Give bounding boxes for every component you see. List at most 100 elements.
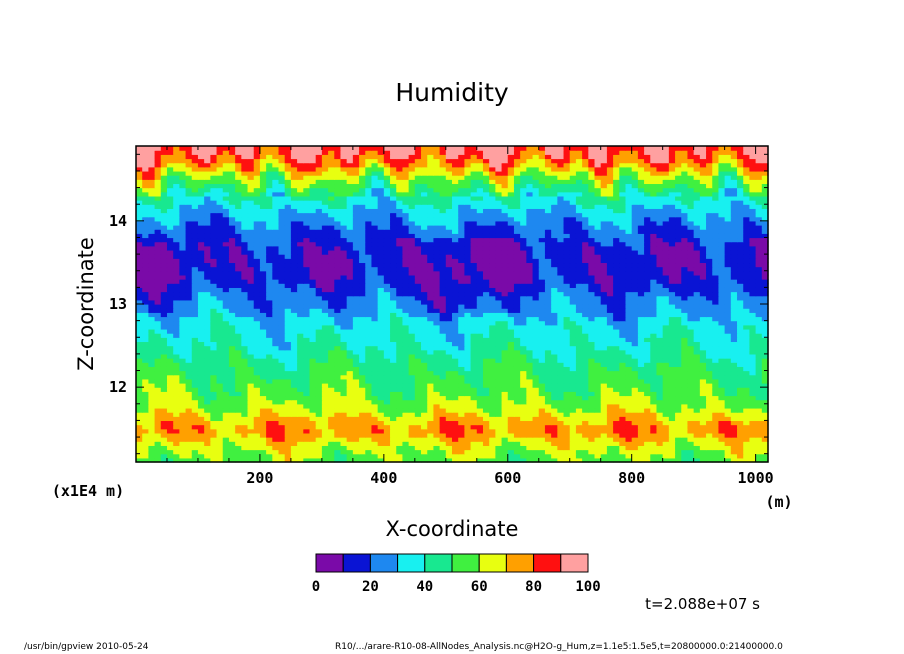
heatmap-cell bbox=[247, 441, 255, 446]
heatmap-cell bbox=[253, 412, 261, 417]
heatmap-cell bbox=[681, 399, 689, 405]
heatmap-cell bbox=[334, 378, 342, 384]
heatmap-cell bbox=[681, 370, 689, 376]
heatmap-cell bbox=[650, 412, 658, 417]
heatmap-cell bbox=[761, 283, 769, 288]
heatmap-cell bbox=[427, 428, 435, 434]
heatmap-cell bbox=[377, 374, 385, 380]
heatmap-cell bbox=[272, 457, 280, 463]
heatmap-cell bbox=[321, 287, 329, 293]
heatmap-cell bbox=[538, 274, 546, 280]
heatmap-cell bbox=[204, 287, 211, 293]
heatmap-cell bbox=[489, 391, 496, 397]
heatmap-cell bbox=[427, 395, 435, 401]
heatmap-cell bbox=[321, 399, 329, 405]
heatmap-cell bbox=[210, 457, 218, 463]
heatmap-cell bbox=[532, 407, 540, 413]
heatmap-cell bbox=[619, 362, 627, 367]
heatmap-cell bbox=[408, 324, 416, 330]
heatmap-cell bbox=[290, 366, 298, 372]
heatmap-cell bbox=[699, 270, 707, 276]
heatmap-cell bbox=[644, 362, 651, 367]
heatmap-cell bbox=[563, 412, 571, 417]
heatmap-cell bbox=[606, 324, 614, 330]
heatmap-cell bbox=[644, 320, 651, 326]
heatmap-cell bbox=[693, 283, 701, 288]
heatmap-cell bbox=[495, 295, 503, 301]
heatmap-cell bbox=[613, 428, 620, 434]
heatmap-cell bbox=[501, 416, 509, 422]
heatmap-cell bbox=[179, 457, 187, 463]
heatmap-cell bbox=[247, 299, 255, 305]
heatmap-cell bbox=[173, 407, 180, 413]
heatmap-cell bbox=[439, 424, 447, 430]
heatmap-cell bbox=[482, 312, 490, 318]
heatmap-cell bbox=[693, 374, 701, 380]
heatmap-cell bbox=[173, 441, 180, 446]
heatmap-cell bbox=[328, 395, 335, 401]
heatmap-cell bbox=[191, 420, 199, 426]
heatmap-cell bbox=[476, 424, 484, 430]
heatmap-cell bbox=[631, 258, 639, 264]
heatmap-cell bbox=[259, 283, 267, 288]
heatmap-cell bbox=[321, 395, 329, 401]
heatmap-cell bbox=[173, 299, 180, 305]
heatmap-cell bbox=[650, 449, 658, 455]
heatmap-cell bbox=[259, 457, 267, 463]
heatmap-cell bbox=[210, 391, 218, 397]
heatmap-cell bbox=[557, 283, 565, 288]
heatmap-cell bbox=[334, 412, 342, 417]
heatmap-cell bbox=[352, 378, 360, 384]
heatmap-cell bbox=[247, 399, 255, 405]
heatmap-cell bbox=[476, 328, 484, 334]
heatmap-cell bbox=[557, 453, 565, 459]
heatmap-cell bbox=[482, 337, 490, 343]
heatmap-cell bbox=[755, 399, 763, 405]
heatmap-cell bbox=[402, 449, 410, 455]
heatmap-cell bbox=[371, 258, 379, 264]
heatmap-cell bbox=[309, 399, 317, 405]
heatmap-cell bbox=[197, 374, 205, 380]
heatmap-cell bbox=[569, 391, 577, 397]
heatmap-cell bbox=[575, 453, 583, 459]
heatmap-cell bbox=[445, 328, 453, 334]
heatmap-cell bbox=[315, 299, 323, 305]
heatmap-cell bbox=[743, 441, 751, 446]
heatmap-cell bbox=[538, 432, 546, 438]
heatmap-cell bbox=[315, 407, 323, 413]
heatmap-cell bbox=[222, 457, 230, 463]
heatmap-cell bbox=[532, 420, 540, 426]
heatmap-cell bbox=[371, 266, 379, 272]
heatmap-cell bbox=[613, 291, 620, 297]
heatmap-cell bbox=[637, 304, 645, 309]
heatmap-cell bbox=[334, 407, 342, 413]
heatmap-cell bbox=[470, 457, 478, 463]
heatmap-cell bbox=[718, 341, 726, 347]
heatmap-cell bbox=[712, 349, 720, 355]
heatmap-cell bbox=[390, 416, 397, 422]
heatmap-cell bbox=[625, 304, 633, 309]
heatmap-cell bbox=[179, 328, 187, 334]
heatmap-cell bbox=[563, 416, 571, 422]
heatmap-cell bbox=[259, 437, 267, 442]
heatmap-cell bbox=[755, 453, 763, 459]
heatmap-cell bbox=[724, 349, 732, 355]
heatmap-cell bbox=[687, 320, 695, 326]
heatmap-cell bbox=[625, 370, 633, 376]
heatmap-cell bbox=[191, 370, 199, 376]
heatmap-cell bbox=[551, 299, 558, 305]
heatmap-cell bbox=[396, 399, 404, 405]
heatmap-cell bbox=[346, 445, 354, 451]
heatmap-cell bbox=[284, 353, 292, 359]
heatmap-cell bbox=[321, 291, 329, 297]
heatmap-cell bbox=[464, 437, 472, 442]
heatmap-cell bbox=[737, 304, 744, 309]
heatmap-cell bbox=[656, 258, 664, 264]
heatmap-cell bbox=[216, 445, 224, 451]
heatmap-cell bbox=[253, 299, 261, 305]
heatmap-cell bbox=[452, 370, 459, 376]
heatmap-cell bbox=[569, 349, 577, 355]
heatmap-cell bbox=[693, 287, 701, 293]
heatmap-cell bbox=[278, 337, 286, 343]
heatmap-cell bbox=[631, 403, 639, 409]
